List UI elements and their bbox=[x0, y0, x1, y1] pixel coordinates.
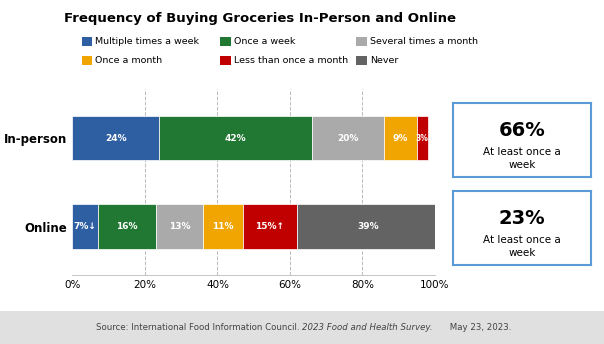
Bar bbox=[159, 116, 312, 160]
Text: 11%: 11% bbox=[212, 222, 234, 231]
Bar bbox=[312, 116, 384, 160]
Text: 3%: 3% bbox=[416, 133, 429, 143]
Bar bbox=[156, 204, 203, 249]
Bar bbox=[72, 116, 159, 160]
Text: 42%: 42% bbox=[225, 133, 246, 143]
Bar bbox=[297, 204, 439, 249]
Text: 15%↑: 15%↑ bbox=[255, 222, 284, 231]
Bar bbox=[417, 116, 428, 160]
Text: 13%: 13% bbox=[169, 222, 190, 231]
Text: Frequency of Buying Groceries In-Person and Online: Frequency of Buying Groceries In-Person … bbox=[63, 12, 456, 25]
Text: 66%: 66% bbox=[498, 121, 545, 140]
Text: Multiple times a week: Multiple times a week bbox=[95, 37, 199, 46]
Text: At least once a
week: At least once a week bbox=[483, 147, 561, 170]
Bar bbox=[72, 204, 98, 249]
Text: 20%: 20% bbox=[337, 133, 359, 143]
Text: Less than once a month: Less than once a month bbox=[234, 56, 348, 65]
Bar bbox=[243, 204, 297, 249]
Text: 24%: 24% bbox=[105, 133, 127, 143]
Text: 7%↓: 7%↓ bbox=[74, 222, 97, 231]
Text: Once a month: Once a month bbox=[95, 56, 162, 65]
Text: Once a week: Once a week bbox=[234, 37, 295, 46]
Bar bbox=[203, 204, 243, 249]
Text: Source: International Food Information Council.: Source: International Food Information C… bbox=[96, 323, 302, 332]
Bar bbox=[98, 204, 156, 249]
Text: 2023 Food and Health Survey.: 2023 Food and Health Survey. bbox=[302, 323, 432, 332]
Text: At least once a
week: At least once a week bbox=[483, 235, 561, 258]
Text: 23%: 23% bbox=[498, 209, 545, 228]
Text: 9%: 9% bbox=[393, 133, 408, 143]
Text: May 23, 2023.: May 23, 2023. bbox=[447, 323, 512, 332]
Text: 39%: 39% bbox=[357, 222, 379, 231]
Text: 16%: 16% bbox=[116, 222, 138, 231]
Bar bbox=[384, 116, 417, 160]
Text: Several times a month: Several times a month bbox=[370, 37, 478, 46]
Text: Never: Never bbox=[370, 56, 398, 65]
